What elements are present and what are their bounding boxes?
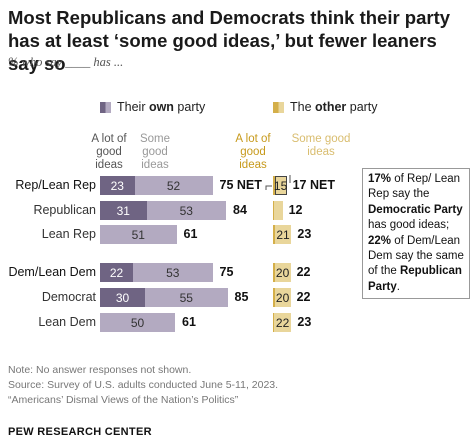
net-own-republican: 84 — [233, 203, 247, 217]
header-own-a-lot: A lot of good ideas — [91, 133, 127, 171]
net-other-republican: 12 — [288, 203, 303, 217]
bar-other-a-lot-dem-lean-dem — [273, 263, 275, 282]
bar-own-a-lot-republican: 31 — [100, 201, 147, 220]
header-own-some: Some good ideas — [139, 133, 171, 171]
net-other-rep-lean-rep: 17 NET — [292, 178, 335, 192]
bar-other-some-democrat: 20 — [274, 288, 291, 307]
bar-other-a-lot-republican — [273, 201, 274, 220]
net-other-lean-rep: 23 — [297, 227, 312, 241]
legend-other-label: The other party — [290, 100, 378, 114]
bar-own-a-lot-rep-lean-rep: 23 — [100, 176, 135, 195]
bar-other-a-lot-rep-lean-rep — [273, 176, 275, 195]
row-label-lean-rep: Lean Rep — [41, 227, 96, 241]
note-text: Note: No answer responses not shown. — [8, 364, 192, 376]
net-own-lean-dem: 61 — [182, 315, 196, 329]
net-other-democrat: 22 — [296, 290, 311, 304]
net-other-lean-dem: 23 — [297, 315, 312, 329]
bar-other-a-lot-democrat — [273, 288, 275, 307]
bar-other-a-lot-lean-rep — [273, 225, 275, 244]
bar-other-some-rep-lean-rep: 15 — [274, 176, 287, 195]
bar-other-a-lot-lean-dem — [273, 313, 274, 332]
bar-own-some-dem-lean-dem: 53 — [133, 263, 213, 282]
bar-own-some-rep-lean-rep: 52 — [134, 176, 213, 195]
chart-subtitle: % who say ____ has ... — [8, 55, 124, 69]
bar-other-some-republican — [273, 201, 283, 220]
row-label-dem-lean-dem: Dem/Lean Dem — [8, 265, 96, 279]
legend-own-swatch — [100, 102, 111, 113]
net-own-rep-lean-rep: 75 NET — [219, 178, 262, 192]
legend-own-party: Their own party — [100, 100, 220, 116]
legend-other-swatch — [273, 102, 284, 113]
header-other-a-lot: A lot of good ideas — [235, 133, 271, 171]
bar-other-some-dem-lean-dem: 20 — [274, 263, 291, 282]
row-label-democrat: Democrat — [41, 290, 96, 304]
net-other-dem-lean-dem: 22 — [296, 265, 311, 279]
bar-other-some-lean-dem: 22 — [273, 313, 292, 332]
brand-name: PEW RESEARCH CENTER — [8, 426, 152, 438]
header-other-some: Some good ideas — [291, 133, 351, 158]
net-own-dem-lean-dem: 75 — [219, 265, 234, 279]
bar-own-a-lot-dem-lean-dem: 22 — [100, 263, 133, 282]
bar-own-a-lot-democrat: 30 — [100, 288, 145, 307]
net-own-lean-rep: 61 — [183, 227, 198, 241]
source-text: Source: Survey of U.S. adults conducted … — [8, 379, 279, 391]
callout-box: 17% of Rep/ Lean Rep say the Democratic … — [362, 168, 470, 300]
bar-own-some-lean-rep: 51 — [100, 225, 177, 244]
report-text: “Americans’ Dismal Views of the Nation’s… — [8, 394, 239, 406]
net-own-democrat: 85 — [234, 290, 249, 304]
row-label-republican: Republican — [33, 203, 96, 217]
bar-other-some-lean-rep: 21 — [274, 225, 292, 244]
legend-other-party: The other party — [273, 100, 393, 116]
bar-own-some-republican: 53 — [146, 201, 226, 220]
chart-title: Most Republicans and Democrats think the… — [8, 7, 451, 74]
legend-own-label: Their own party — [117, 100, 206, 114]
bar-own-some-lean-dem: 50 — [100, 313, 175, 332]
bar-own-some-democrat: 55 — [145, 288, 228, 307]
row-label-rep-lean-rep: Rep/Lean Rep — [15, 178, 96, 192]
row-label-lean-dem: Lean Dem — [38, 315, 96, 329]
